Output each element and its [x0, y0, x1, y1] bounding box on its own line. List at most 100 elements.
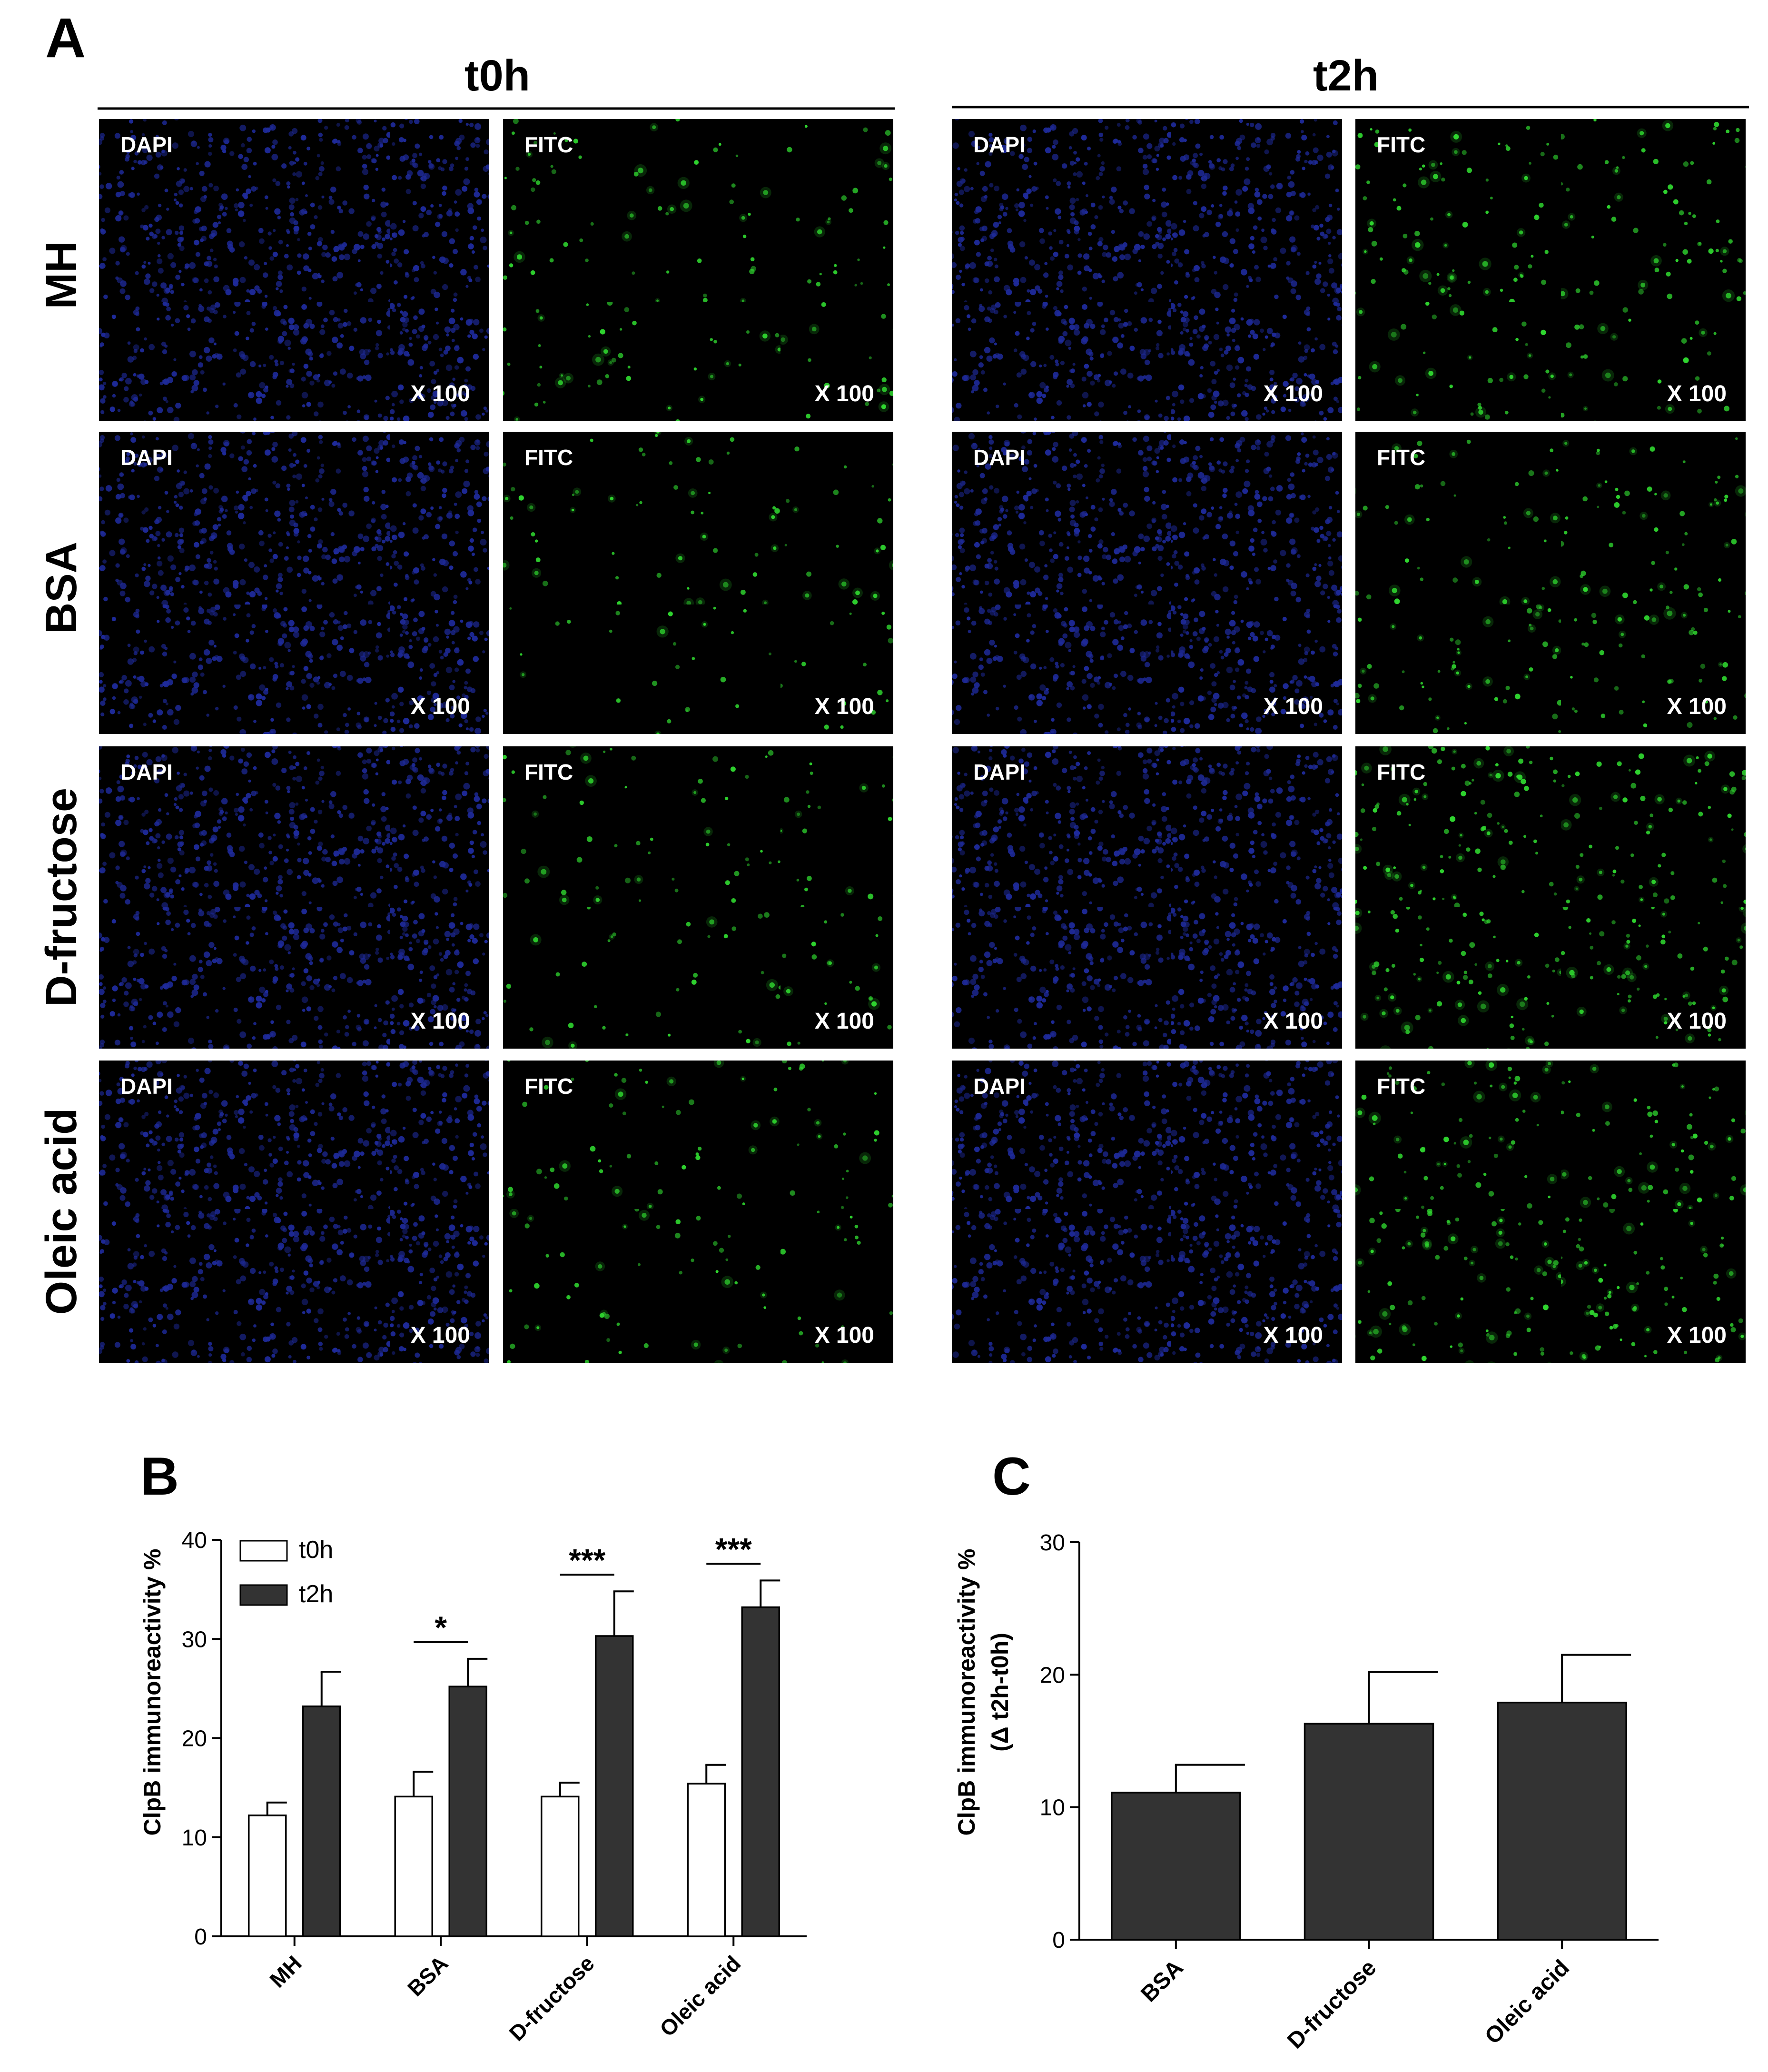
micrograph-mh-t2h-dapi: DAPI X 100 — [952, 119, 1342, 421]
panel-b-y-tick-label-0: 0 — [194, 1924, 207, 1950]
magnification-label-oleic-acid-t0h-dapi: X 100 — [411, 1323, 470, 1348]
micrograph-image-oleic-acid-t2h-fitc — [1355, 1061, 1746, 1363]
micrograph-image-mh-t2h-dapi — [952, 119, 1342, 421]
panel-b-y-tick-label-10: 10 — [182, 1825, 207, 1851]
panel-b-y-axis-label: ClpB immunoreactivity % — [139, 1549, 166, 1836]
micrograph-bsa-t0h-dapi: DAPI X 100 — [99, 432, 489, 734]
micrograph-d-fructose-t0h-fitc: FITC X 100 — [503, 746, 893, 1049]
magnification-label-d-fructose-t0h-dapi: X 100 — [411, 1009, 470, 1034]
panel-c-x-tick-label-oleic-acid: Oleic acid — [1480, 1955, 1574, 2049]
panel-b-bar-d-fructose-t0h — [541, 1795, 580, 1937]
magnification-label-oleic-acid-t2h-fitc: X 100 — [1667, 1323, 1727, 1348]
legend-label-t0h: t0h — [299, 1536, 333, 1564]
magnification-label-bsa-t0h-dapi: X 100 — [411, 694, 470, 719]
panel-b-legend: t0h t2h — [239, 1536, 333, 1608]
micrograph-grid: DAPI X 100 FITC X 100 DAPI X 100 FITC X 100 DAPI… — [99, 119, 1746, 1363]
micrograph-image-bsa-t2h-dapi — [952, 432, 1342, 734]
micrograph-image-d-fructose-t0h-fitc — [503, 746, 893, 1049]
magnification-label-mh-t0h-dapi: X 100 — [411, 381, 470, 406]
channel-label-bsa-t0h-dapi: DAPI — [120, 445, 173, 470]
magnification-label-oleic-acid-t0h-fitc: X 100 — [815, 1323, 874, 1348]
panel-b-x-tick-label-d-fructose: D-fructose — [504, 1951, 599, 2045]
micrograph-d-fructose-t0h-dapi: DAPI X 100 — [99, 746, 489, 1049]
micrograph-oleic-acid-t0h-dapi: DAPI X 100 — [99, 1061, 489, 1363]
micrograph-oleic-acid-t0h-fitc: FITC X 100 — [503, 1061, 893, 1363]
panel-c: C ClpB immunoreactivity % (Δ t2h-t0h) 0 1… — [953, 1447, 1659, 2054]
panel-b: B ClpB immunoreactivity % 0 10 20 30 40 MH BSA… — [139, 1447, 807, 2046]
magnification-label-d-fructose-t2h-dapi: X 100 — [1264, 1009, 1323, 1034]
channel-label-oleic-acid-t2h-dapi: DAPI — [973, 1074, 1026, 1099]
panel-a-letter: A — [45, 7, 86, 69]
micrograph-image-mh-t2h-fitc — [1355, 119, 1746, 421]
micrograph-image-oleic-acid-t0h-dapi — [99, 1061, 489, 1363]
magnification-label-d-fructose-t0h-fitc: X 100 — [815, 1009, 874, 1034]
micrograph-image-bsa-t2h-fitc — [1355, 432, 1746, 734]
channel-label-oleic-acid-t0h-fitc: FITC — [524, 1074, 573, 1099]
micrograph-image-d-fructose-t2h-fitc — [1355, 746, 1746, 1049]
panel-c-y-axis-label: ClpB immunoreactivity % — [953, 1549, 980, 1836]
channel-label-d-fructose-t0h-dapi: DAPI — [120, 760, 173, 784]
legend-swatch-t0h — [239, 1540, 288, 1562]
panel-c-x-tick-label-d-fructose: D-fructose — [1283, 1955, 1381, 2053]
panel-b-bar-oleic-acid-t2h — [741, 1606, 780, 1937]
panel-c-y-tick-label-30: 30 — [1040, 1530, 1065, 1556]
micrograph-oleic-acid-t2h-dapi: DAPI X 100 — [952, 1061, 1342, 1363]
micrograph-bsa-t2h-fitc: FITC X 100 — [1355, 432, 1746, 734]
magnification-label-oleic-acid-t2h-dapi: X 100 — [1264, 1323, 1323, 1348]
panel-c-bar-bsa — [1111, 1792, 1241, 1941]
micrograph-image-oleic-acid-t2h-dapi — [952, 1061, 1342, 1363]
row-label-bsa: BSA — [37, 542, 86, 634]
micrograph-oleic-acid-t2h-fitc: FITC X 100 — [1355, 1061, 1746, 1363]
panel-c-bar-d-fructose — [1304, 1723, 1434, 1941]
magnification-label-bsa-t2h-dapi: X 100 — [1264, 694, 1323, 719]
micrograph-image-bsa-t0h-fitc — [503, 432, 893, 734]
magnification-label-mh-t2h-dapi: X 100 — [1264, 381, 1323, 406]
micrograph-image-bsa-t0h-dapi — [99, 432, 489, 734]
magnification-label-bsa-t2h-fitc: X 100 — [1667, 694, 1727, 719]
channel-label-mh-t0h-fitc: FITC — [524, 132, 573, 157]
panel-c-y-tick-label-20: 20 — [1040, 1663, 1065, 1688]
legend-label-t2h: t2h — [299, 1580, 333, 1608]
panel-b-bar-oleic-acid-t0h — [687, 1783, 726, 1937]
micrograph-mh-t2h-fitc: FITC X 100 — [1355, 119, 1746, 421]
row-label-mh: MH — [37, 241, 86, 309]
panel-b-significance-label-bsa: * — [435, 1610, 447, 1645]
panel-b-y-tick-label-40: 40 — [182, 1528, 207, 1553]
row-label-oleic-acid: Oleic acid — [37, 1108, 86, 1315]
panel-b-bar-mh-t2h — [302, 1705, 341, 1937]
channel-label-d-fructose-t2h-dapi: DAPI — [973, 760, 1026, 784]
panel-b-significance-label-d-fructose: *** — [569, 1542, 605, 1577]
channel-label-d-fructose-t0h-fitc: FITC — [524, 760, 573, 784]
magnification-label-bsa-t0h-fitc: X 100 — [815, 694, 874, 719]
channel-label-oleic-acid-t2h-fitc: FITC — [1377, 1074, 1425, 1099]
micrograph-image-d-fructose-t0h-dapi — [99, 746, 489, 1049]
panel-b-y-tick-label-20: 20 — [182, 1726, 207, 1752]
channel-label-bsa-t2h-dapi: DAPI — [973, 445, 1026, 470]
channel-label-mh-t2h-dapi: DAPI — [973, 132, 1026, 157]
micrograph-bsa-t0h-fitc: FITC X 100 — [503, 432, 893, 734]
panel-c-letter: C — [992, 1447, 1031, 1506]
panel-b-significance-label-oleic-acid: *** — [715, 1531, 752, 1566]
micrograph-image-d-fructose-t2h-dapi — [952, 746, 1342, 1049]
panel-c-y-tick-label-10: 10 — [1040, 1795, 1065, 1821]
magnification-label-d-fructose-t2h-fitc: X 100 — [1667, 1009, 1727, 1034]
panel-c-x-tick-label-bsa: BSA — [1136, 1955, 1188, 2007]
micrograph-image-mh-t0h-fitc — [503, 119, 893, 421]
micrograph-d-fructose-t2h-fitc: FITC X 100 — [1355, 746, 1746, 1049]
micrograph-d-fructose-t2h-dapi: DAPI X 100 — [952, 746, 1342, 1049]
magnification-label-mh-t0h-fitc: X 100 — [815, 381, 874, 406]
column-header-t0h: t0h — [464, 51, 530, 100]
micrograph-mh-t0h-dapi: DAPI X 100 — [99, 119, 489, 421]
panel-b-x-tick-label-mh: MH — [265, 1951, 306, 1992]
panel-c-bar-oleic-acid — [1497, 1702, 1627, 1941]
panel-c-y-axis-label-delta: (Δ t2h-t0h) — [987, 1633, 1013, 1752]
panel-b-letter: B — [140, 1447, 179, 1506]
magnification-label-mh-t2h-fitc: X 100 — [1667, 381, 1727, 406]
panel-b-bar-bsa-t0h — [394, 1795, 433, 1937]
panel-b-bar-mh-t0h — [248, 1814, 287, 1937]
channel-label-bsa-t2h-fitc: FITC — [1377, 445, 1425, 470]
channel-label-mh-t0h-dapi: DAPI — [120, 132, 173, 157]
micrograph-image-mh-t0h-dapi — [99, 119, 489, 421]
channel-label-mh-t2h-fitc: FITC — [1377, 132, 1425, 157]
panel-b-bar-bsa-t2h — [448, 1685, 487, 1937]
